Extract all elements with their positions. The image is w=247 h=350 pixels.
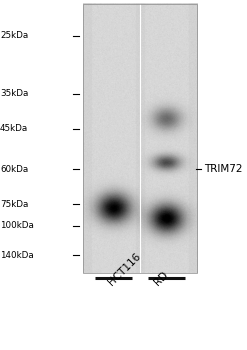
Bar: [83, 4, 197, 273]
Text: 45kDa: 45kDa: [0, 124, 28, 133]
Text: 35kDa: 35kDa: [0, 89, 28, 98]
Text: TRIM72: TRIM72: [204, 164, 243, 174]
Text: 60kDa: 60kDa: [0, 165, 28, 174]
Text: HCT116: HCT116: [106, 251, 143, 287]
Text: RD: RD: [152, 269, 170, 287]
Text: 25kDa: 25kDa: [0, 32, 28, 40]
Text: 75kDa: 75kDa: [0, 200, 28, 209]
Text: 100kDa: 100kDa: [0, 221, 34, 230]
Text: 140kDa: 140kDa: [0, 251, 34, 260]
